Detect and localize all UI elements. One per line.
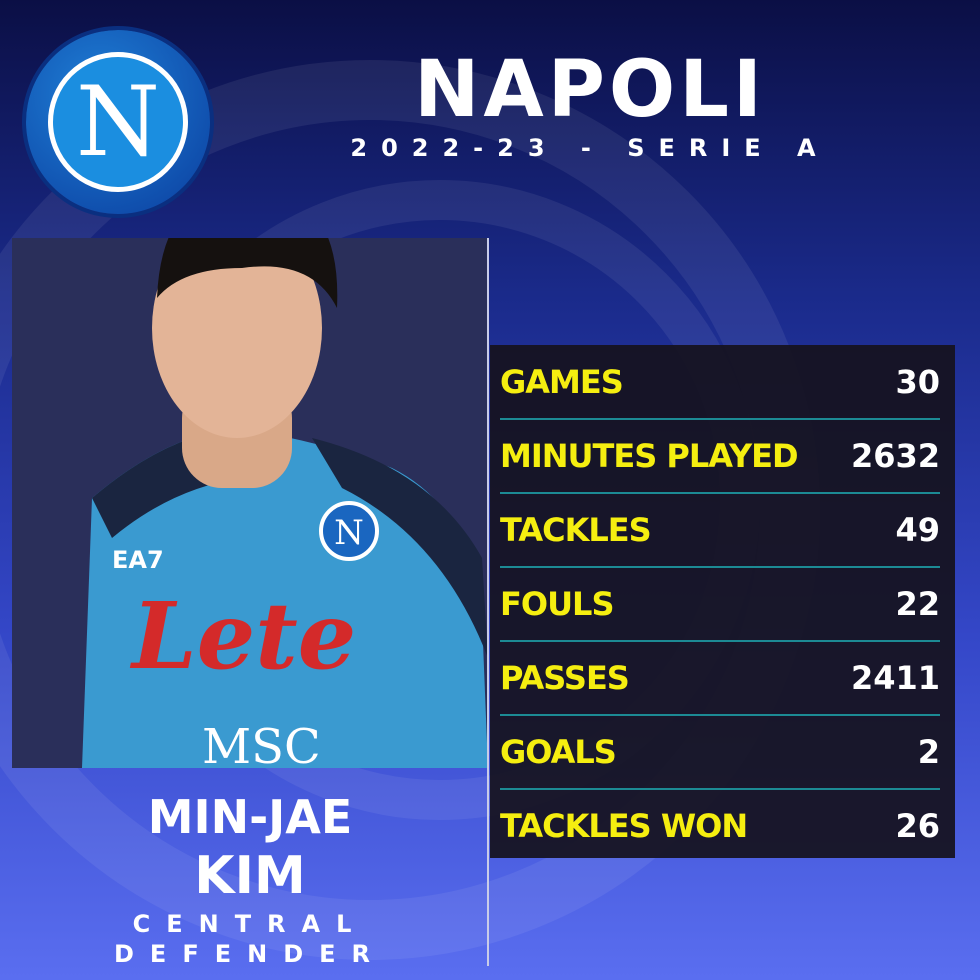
napoli-logo: N	[26, 30, 210, 214]
player-last-name: KIM	[194, 846, 306, 906]
stat-label: MINUTES PLAYED	[500, 437, 799, 475]
season-subtitle: 2022-23 - SERIE A	[350, 134, 830, 162]
player-position-2: DEFENDER	[114, 940, 386, 968]
crest-letter: N	[334, 513, 364, 553]
shirt-sponsor: Lete	[129, 582, 356, 690]
player-position-1: CENTRAL	[132, 910, 368, 938]
stats-panel: GAMES 30 MINUTES PLAYED 2632 TACKLES 49 FOU…	[490, 345, 955, 858]
shirt-brand: EA7	[112, 546, 164, 574]
stat-value: 26	[895, 807, 940, 845]
stat-value: 49	[895, 511, 940, 549]
stat-row: GOALS 2	[500, 715, 940, 790]
team-title: NAPOLI	[414, 45, 766, 135]
stat-label: PASSES	[500, 659, 630, 697]
stat-label: FOULS	[500, 585, 614, 623]
stat-row: PASSES 2411	[500, 641, 940, 716]
stat-value: 2632	[850, 437, 940, 475]
stat-label: TACKLES WON	[500, 807, 748, 845]
divider	[487, 238, 489, 966]
stat-label: GAMES	[500, 363, 624, 401]
stat-row: TACKLES 49	[500, 493, 940, 568]
stat-value: 22	[895, 585, 940, 623]
logo-letter: N	[48, 52, 188, 192]
stat-row: FOULS 22	[500, 567, 940, 642]
stat-value: 2	[917, 733, 940, 771]
stat-value: 30	[895, 363, 940, 401]
stat-value: 2411	[850, 659, 940, 697]
stat-row: MINUTES PLAYED 2632	[500, 419, 940, 494]
stat-row: GAMES 30	[500, 345, 940, 420]
player-first-name: MIN-JAE	[147, 790, 353, 844]
stat-row: TACKLES WON 26	[500, 789, 940, 863]
player-photo: N EA7 Lete MSC	[12, 238, 488, 768]
stat-label: TACKLES	[500, 511, 652, 549]
shirt-sponsor2: MSC	[202, 719, 321, 768]
stat-label: GOALS	[500, 733, 617, 771]
